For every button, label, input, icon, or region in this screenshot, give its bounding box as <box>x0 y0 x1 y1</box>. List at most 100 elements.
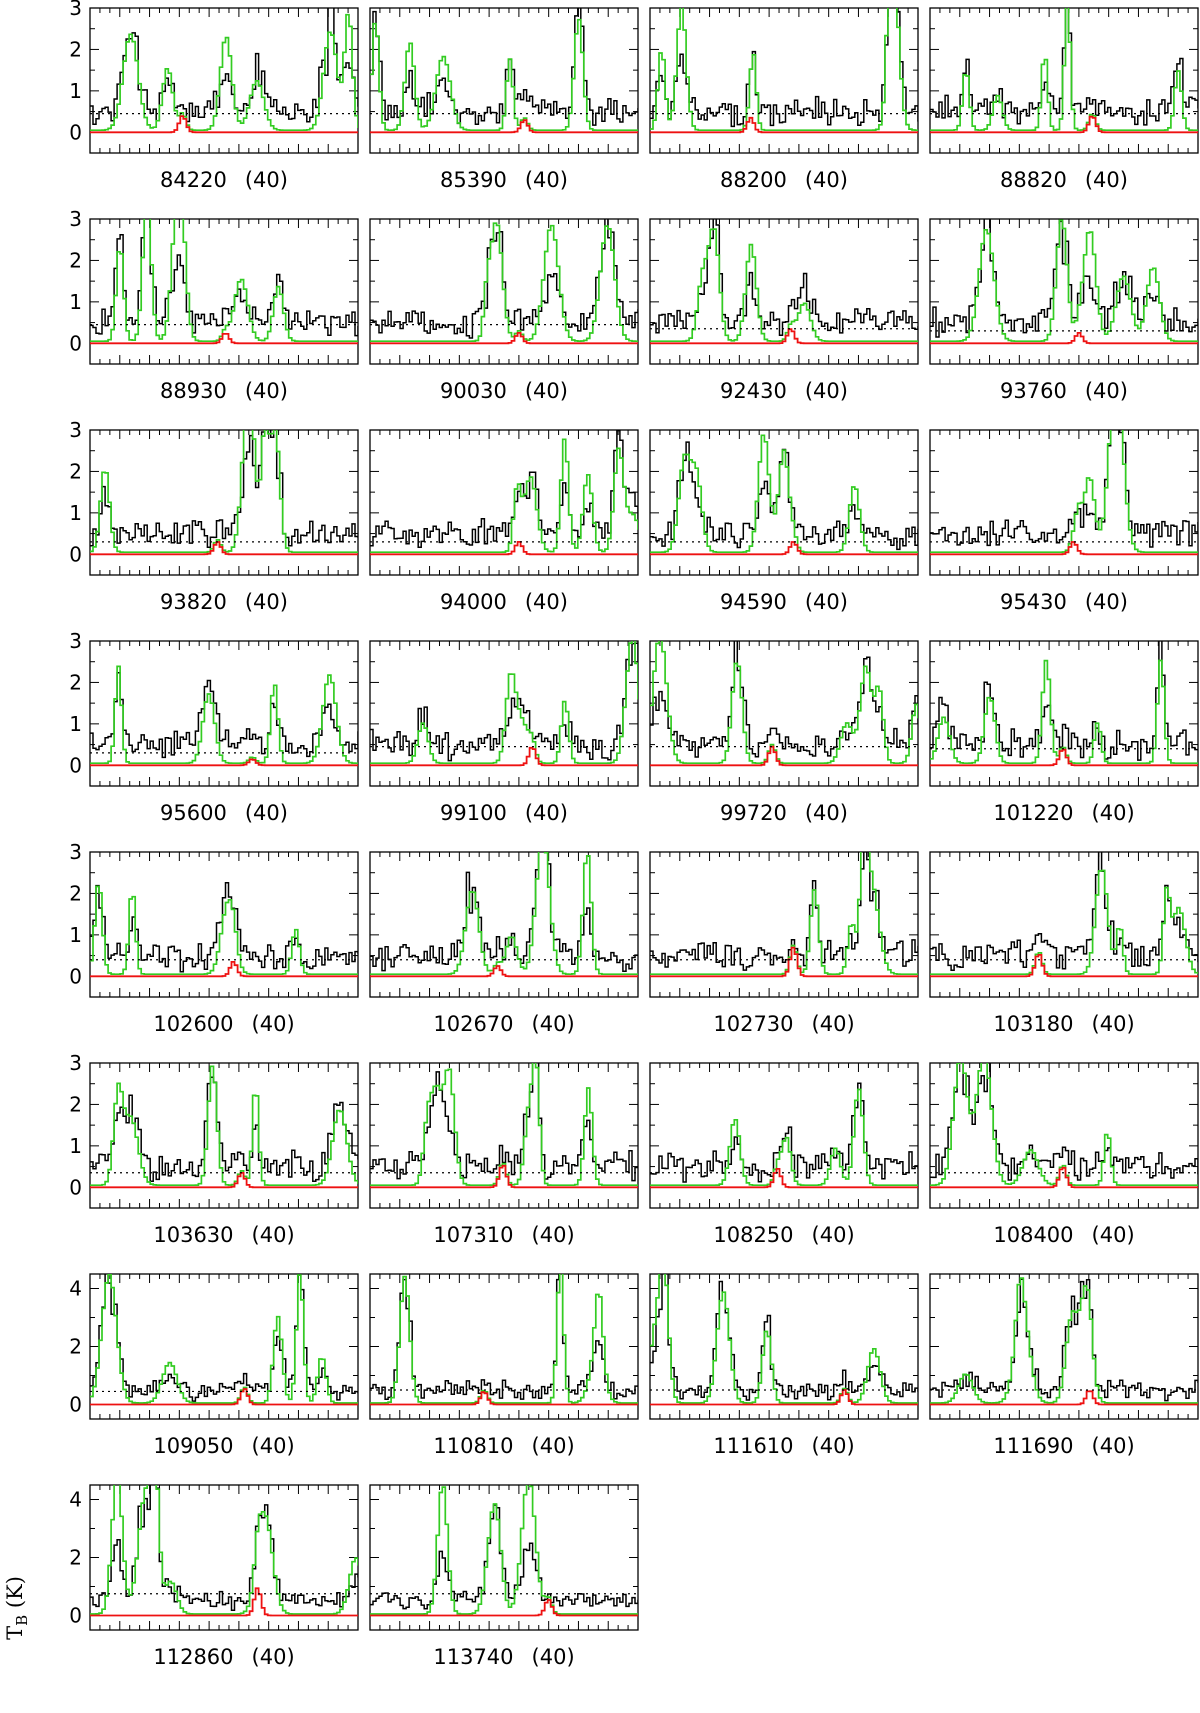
panel-tag: (40) <box>805 379 848 403</box>
panel-tag: (40) <box>805 168 848 192</box>
species-model-spectrum <box>90 1587 358 1617</box>
synthetic-model-spectrum <box>650 852 918 976</box>
panel-frequency: 88820 <box>1000 168 1067 192</box>
panel-tag: (40) <box>252 1223 295 1247</box>
synthetic-model-spectrum <box>90 1065 358 1187</box>
panel-frame <box>89 218 359 365</box>
synthetic-model-spectrum <box>650 641 918 765</box>
observed-spectrum <box>370 1504 638 1610</box>
panel-tag: (40) <box>812 1012 855 1036</box>
species-model-spectrum <box>370 119 638 134</box>
species-model-spectrum <box>650 541 918 556</box>
observed-spectrum <box>650 219 918 336</box>
synthetic-model-spectrum <box>370 438 638 554</box>
panel-label: 94590 (40) <box>720 590 848 614</box>
observed-spectrum <box>650 641 918 758</box>
spectrum-panel-84220: 0 1 2 3 84220 (40) <box>69 0 359 192</box>
observed-spectrum <box>930 8 1198 126</box>
spectrum-panel-93760: 93760 (40) <box>929 218 1199 403</box>
observed-spectrum <box>370 852 638 972</box>
panel-frequency: 108250 <box>713 1223 793 1247</box>
observed-spectrum <box>370 430 638 549</box>
synthetic-model-spectrum <box>90 430 358 554</box>
panel-frequency: 103180 <box>993 1012 1073 1036</box>
panel-frequency: 107310 <box>433 1223 513 1247</box>
species-model-spectrum <box>370 1391 638 1406</box>
observed-spectrum <box>370 642 638 762</box>
spectrum-panel-107310: 107310 (40) <box>369 1062 639 1247</box>
spectrum-panel-88200: 88200 (40) <box>649 7 919 192</box>
synthetic-model-spectrum <box>90 1274 358 1404</box>
panel-tag: (40) <box>525 590 568 614</box>
observed-spectrum <box>930 430 1198 548</box>
panel-frequency: 90030 <box>440 379 507 403</box>
panel-frequency: 109050 <box>153 1434 233 1458</box>
spectrum-panel-94000: 94000 (40) <box>369 429 639 614</box>
spectrum-panel-92430: 92430 (40) <box>649 218 919 403</box>
species-model-spectrum <box>930 332 1198 345</box>
spectrum-panel-99720: 99720 (40) <box>649 640 919 825</box>
spectrum-panel-111610: 111610 (40) <box>649 1273 919 1458</box>
panel-frame <box>369 1273 639 1420</box>
spectrum-panel-113740: 113740 (40) <box>369 1484 639 1669</box>
spectrum-panel-88820: 88820 (40) <box>929 7 1199 192</box>
y-tick-label: 0 <box>69 542 82 566</box>
synthetic-model-spectrum <box>930 869 1198 976</box>
panel-tag: (40) <box>252 1012 295 1036</box>
panel-label: 93820 (40) <box>160 590 288 614</box>
panel-frame <box>649 7 919 154</box>
panel-frame <box>649 429 919 576</box>
panel-label: 88930 (40) <box>160 379 288 403</box>
panel-frame <box>649 1273 919 1420</box>
panel-frame <box>89 429 359 576</box>
spectrum-panel-103630: 0 1 2 3 103630 (40) <box>69 1051 359 1247</box>
panel-frame <box>929 640 1199 787</box>
panel-label: 103630 (40) <box>153 1223 294 1247</box>
panel-label: 95600 (40) <box>160 801 288 825</box>
observed-spectrum <box>650 1274 918 1401</box>
panel-frame <box>369 218 639 365</box>
species-model-spectrum <box>90 115 358 134</box>
y-tick-label: 1 <box>69 1134 82 1158</box>
panel-frame <box>369 640 639 787</box>
panel-tag: (40) <box>245 801 288 825</box>
panel-tag: (40) <box>252 1645 295 1669</box>
observed-spectrum <box>90 1274 358 1402</box>
panel-frequency: 88200 <box>720 168 787 192</box>
panel-frame <box>929 1062 1199 1209</box>
panel-label: 88200 (40) <box>720 168 848 192</box>
synthetic-model-spectrum <box>930 8 1198 132</box>
synthetic-model-spectrum <box>370 1485 638 1615</box>
spectrum-panel-102670: 102670 (40) <box>369 851 639 1036</box>
panel-label: 90030 (40) <box>440 379 568 403</box>
panel-label: 109050 (40) <box>153 1434 294 1458</box>
spectrum-panel-102730: 102730 (40) <box>649 851 919 1036</box>
y-tick-label: 0 <box>69 1175 82 1199</box>
spectrum-panel-108250: 108250 (40) <box>649 1062 919 1247</box>
panel-frequency: 102600 <box>153 1012 233 1036</box>
species-model-spectrum <box>370 746 638 767</box>
panel-frequency: 111690 <box>993 1434 1073 1458</box>
spectrum-panel-102600: 0 1 2 3 102600 (40) <box>69 840 359 1036</box>
species-model-spectrum <box>930 954 1198 978</box>
panel-tag: (40) <box>812 1434 855 1458</box>
panel-label: 102670 (40) <box>433 1012 574 1036</box>
panel-frame <box>649 851 919 998</box>
panel-frame <box>89 1484 359 1631</box>
panel-tag: (40) <box>245 590 288 614</box>
y-tick-label: 3 <box>69 1051 82 1075</box>
synthetic-model-spectrum <box>370 222 638 343</box>
spectrum-panel-95600: 0 1 2 3 95600 (40) <box>69 629 359 825</box>
panel-frequency: 88930 <box>160 379 227 403</box>
panel-frequency: 99100 <box>440 801 507 825</box>
synthetic-model-spectrum <box>650 434 918 554</box>
synthetic-model-spectrum <box>370 1063 638 1187</box>
observed-spectrum <box>650 852 918 971</box>
panel-frequency: 93820 <box>160 590 227 614</box>
panel-frequency: 84220 <box>160 168 227 192</box>
observed-spectrum <box>650 8 918 128</box>
spectrum-panel-90030: 90030 (40) <box>369 218 639 403</box>
synthetic-model-spectrum <box>90 13 358 132</box>
spectrum-panel-103180: 103180 (40) <box>929 851 1199 1036</box>
